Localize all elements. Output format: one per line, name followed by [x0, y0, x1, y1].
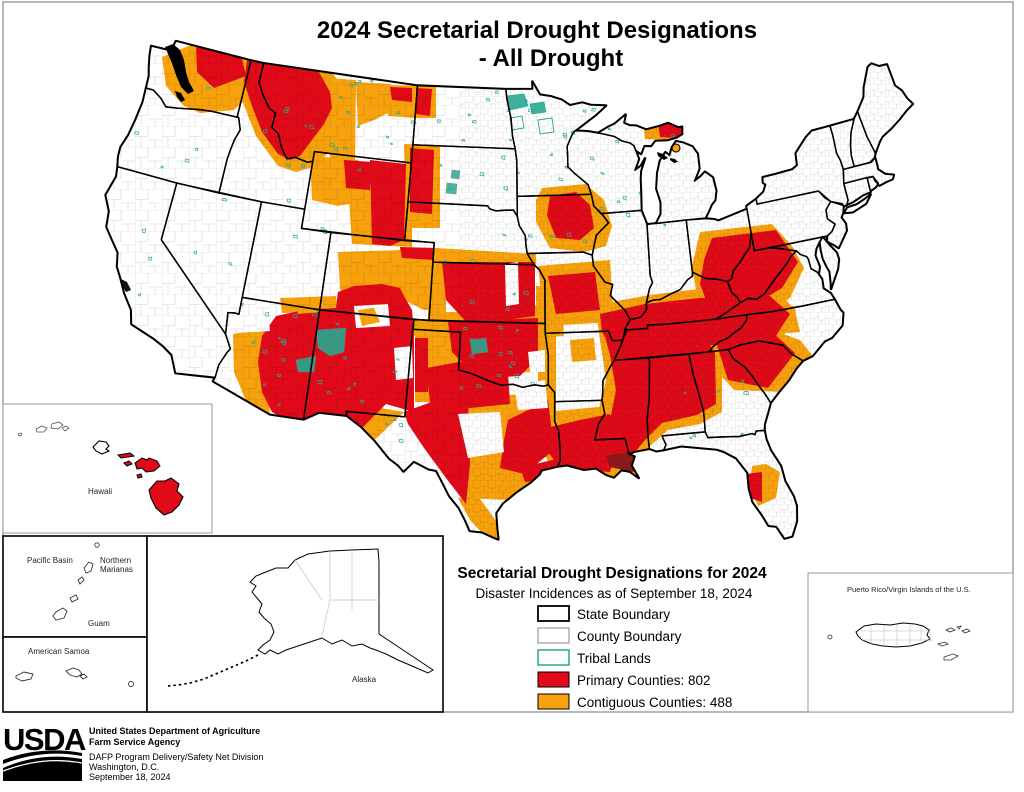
- svg-text:Disaster Incidences as of Sept: Disaster Incidences as of September 18, …: [476, 586, 753, 601]
- svg-text:County Boundary: County Boundary: [577, 629, 682, 644]
- svg-text:Northern: Northern: [100, 556, 131, 565]
- svg-text:United States Department of Ag: United States Department of Agriculture: [89, 726, 260, 736]
- svg-text:September 18, 2024: September 18, 2024: [89, 772, 171, 782]
- svg-text:Pacific Basin: Pacific Basin: [27, 556, 73, 565]
- svg-text:Primary Counties: 802: Primary Counties: 802: [577, 673, 711, 688]
- svg-text:American Samoa: American Samoa: [28, 647, 90, 656]
- svg-text:Marianas: Marianas: [100, 565, 133, 574]
- svg-text:Contiguous Counties: 488: Contiguous Counties: 488: [577, 695, 732, 710]
- svg-text:Guam: Guam: [88, 619, 110, 628]
- svg-text:Washington, D.C.: Washington, D.C.: [89, 762, 159, 772]
- svg-text:Puerto Rico/Virgin Islands of: Puerto Rico/Virgin Islands of the U.S.: [847, 585, 971, 594]
- svg-text:Tribal Lands: Tribal Lands: [577, 651, 651, 666]
- svg-text:- All Drought: - All Drought: [479, 45, 623, 72]
- svg-text:2024 Secretarial Drought Desig: 2024 Secretarial Drought Designations: [317, 17, 757, 44]
- svg-text:Secretarial Drought Designatio: Secretarial Drought Designations for 202…: [457, 565, 767, 582]
- svg-text:DAFP Program Delivery/Safety N: DAFP Program Delivery/Safety Net Divisio…: [89, 752, 263, 762]
- svg-text:Alaska: Alaska: [352, 675, 377, 684]
- svg-text:State Boundary: State Boundary: [577, 607, 670, 622]
- svg-text:Hawaii: Hawaii: [88, 487, 112, 496]
- svg-text:Farm Service Agency: Farm Service Agency: [89, 737, 180, 747]
